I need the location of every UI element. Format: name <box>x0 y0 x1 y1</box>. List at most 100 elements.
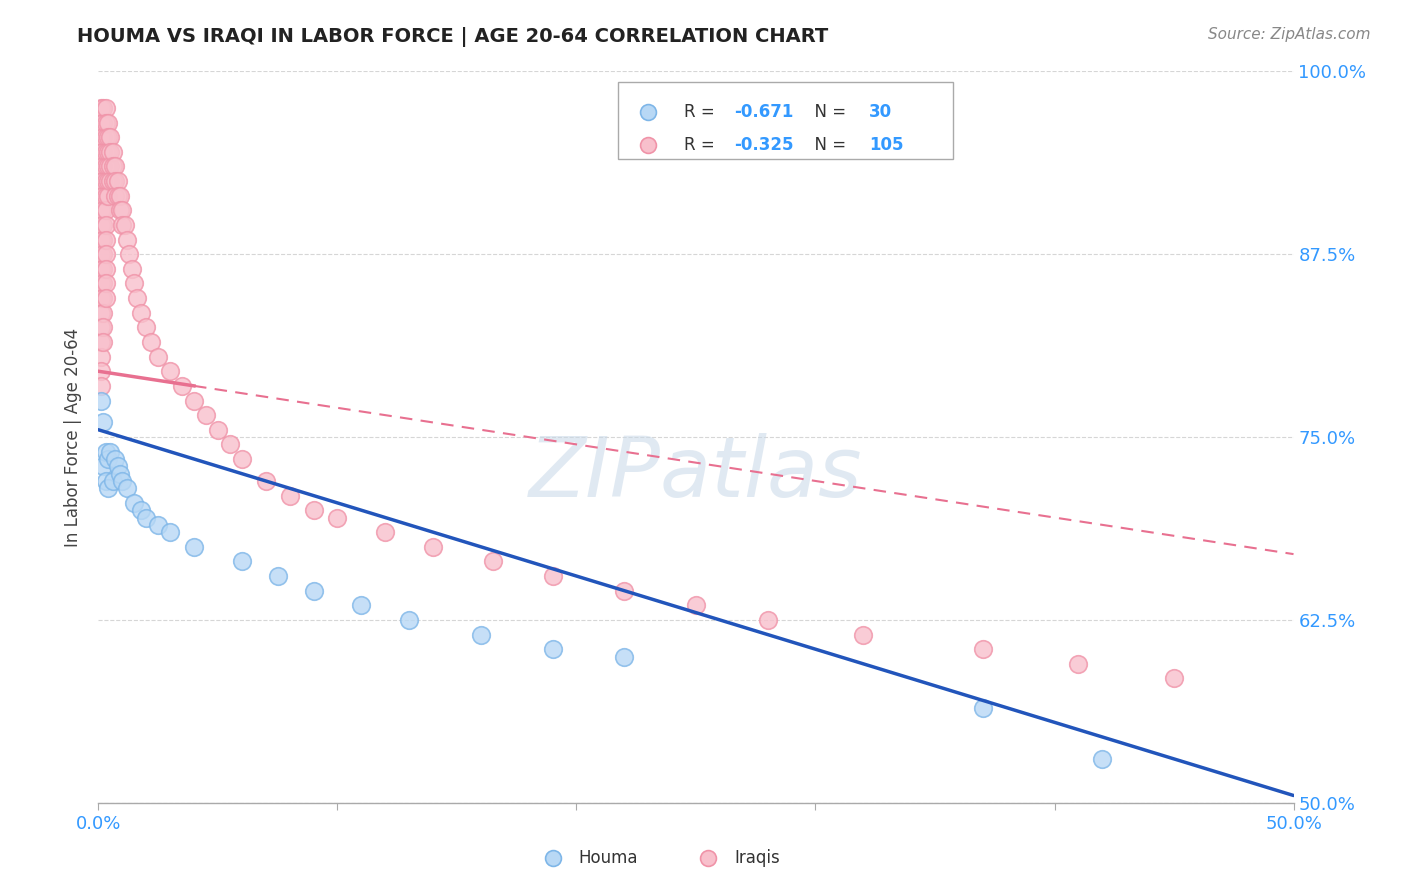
Point <box>613 583 636 598</box>
Point <box>94 233 117 247</box>
Text: Source: ZipAtlas.com: Source: ZipAtlas.com <box>1208 27 1371 42</box>
Point <box>107 459 129 474</box>
Point <box>94 115 117 129</box>
Bar <box>619 82 953 159</box>
Point <box>91 261 114 276</box>
Point <box>350 599 373 613</box>
Point <box>90 379 112 393</box>
Text: R =: R = <box>685 103 720 120</box>
Point <box>94 444 117 458</box>
Point <box>94 261 117 276</box>
Point <box>114 218 136 232</box>
Point <box>90 277 112 291</box>
Point <box>97 115 120 129</box>
Point <box>101 174 124 188</box>
Point <box>104 174 127 188</box>
Point <box>91 247 114 261</box>
Point <box>90 306 112 320</box>
Point <box>148 517 170 532</box>
Point <box>91 306 114 320</box>
Point <box>91 277 114 291</box>
Text: R =: R = <box>685 136 720 153</box>
Text: ZIPatlas: ZIPatlas <box>529 434 863 514</box>
Point <box>115 233 138 247</box>
Text: N =: N = <box>804 136 851 153</box>
Point <box>1091 752 1114 766</box>
Point <box>852 627 875 641</box>
Point <box>118 247 141 261</box>
Point <box>541 569 564 583</box>
Point <box>111 218 134 232</box>
Point <box>121 261 143 276</box>
Point <box>97 160 120 174</box>
Text: 30: 30 <box>869 103 893 120</box>
Point <box>90 350 112 364</box>
Point <box>756 613 779 627</box>
Point <box>302 503 325 517</box>
Point <box>101 145 124 159</box>
Point <box>90 203 112 218</box>
Point <box>94 291 117 305</box>
Point <box>98 174 122 188</box>
Point <box>104 160 127 174</box>
Point <box>107 174 129 188</box>
Point <box>90 115 112 129</box>
Point <box>125 291 148 305</box>
Point <box>685 599 707 613</box>
Point <box>302 583 325 598</box>
Point <box>124 496 146 510</box>
Point <box>1187 211 1209 225</box>
Point <box>91 291 114 305</box>
Point <box>98 160 122 174</box>
Point <box>90 247 112 261</box>
Point <box>124 277 146 291</box>
Point <box>108 203 131 218</box>
Point <box>131 306 153 320</box>
Point <box>94 101 117 115</box>
Point <box>613 649 636 664</box>
Point <box>94 160 117 174</box>
Point <box>91 203 114 218</box>
Point <box>91 416 114 430</box>
Point <box>139 334 162 349</box>
Point <box>94 218 117 232</box>
Point <box>98 444 122 458</box>
Point <box>91 320 114 334</box>
Point <box>104 452 127 467</box>
Point <box>267 569 290 583</box>
Point <box>972 642 994 657</box>
Point <box>97 481 120 495</box>
Point <box>207 423 229 437</box>
Point <box>148 350 170 364</box>
Text: HOUMA VS IRAQI IN LABOR FORCE | AGE 20-64 CORRELATION CHART: HOUMA VS IRAQI IN LABOR FORCE | AGE 20-6… <box>77 27 828 46</box>
Point <box>183 393 205 408</box>
Point <box>231 452 253 467</box>
Point <box>398 613 420 627</box>
Point <box>1067 657 1090 671</box>
Point <box>101 474 124 488</box>
Point <box>183 540 205 554</box>
Point <box>422 540 444 554</box>
Point <box>131 503 153 517</box>
Point <box>231 554 253 568</box>
Point <box>159 364 181 378</box>
Point <box>107 188 129 202</box>
Point <box>94 474 117 488</box>
Point <box>481 554 505 568</box>
Point <box>98 145 122 159</box>
Point <box>115 481 138 495</box>
Point <box>94 247 117 261</box>
Point <box>90 364 112 378</box>
Point <box>91 145 114 159</box>
Point <box>94 188 117 202</box>
Point <box>135 510 157 524</box>
Point <box>94 203 117 218</box>
Point <box>97 452 120 467</box>
Point <box>90 174 112 188</box>
Text: Houma: Houma <box>579 848 638 867</box>
Point <box>94 145 117 159</box>
Point <box>90 101 112 115</box>
Point <box>97 188 120 202</box>
Point <box>104 188 127 202</box>
Point <box>97 130 120 145</box>
